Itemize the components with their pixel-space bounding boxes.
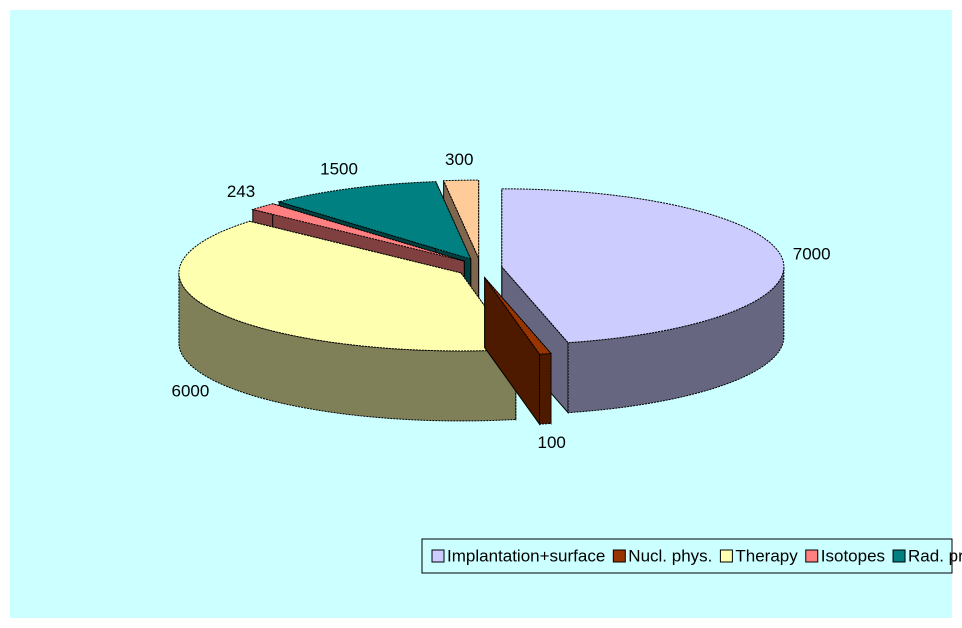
legend-label: Isotopes <box>821 546 885 565</box>
data-label: 300 <box>445 150 473 169</box>
legend-swatch <box>805 549 819 563</box>
slice <box>178 220 517 352</box>
data-label: 7000 <box>793 245 831 264</box>
slice <box>250 203 465 262</box>
pie: 7000 100 6000 243 1500 300 <box>172 150 831 452</box>
legend-swatch <box>892 549 906 563</box>
legend-box <box>421 538 953 574</box>
legend-swatch <box>431 549 445 563</box>
data-label: 100 <box>538 433 566 452</box>
legend-swatch <box>719 549 733 563</box>
legend: Implantation+surface Nucl. phys. Therapy Is… <box>421 538 962 574</box>
legend-label: Implantation+surface <box>447 546 605 565</box>
legend-label: Therapy <box>735 546 798 565</box>
slice-side <box>539 352 552 425</box>
data-label: 6000 <box>172 381 210 400</box>
legend-label: Nucl. phys. <box>628 546 712 565</box>
data-label: 1500 <box>320 160 358 179</box>
data-label: 243 <box>227 182 255 201</box>
slice <box>277 181 472 260</box>
slice <box>501 188 785 344</box>
legend-label: Rad. process <box>908 546 962 565</box>
legend-swatch <box>612 549 626 563</box>
slice <box>442 179 480 259</box>
slice <box>484 277 553 355</box>
